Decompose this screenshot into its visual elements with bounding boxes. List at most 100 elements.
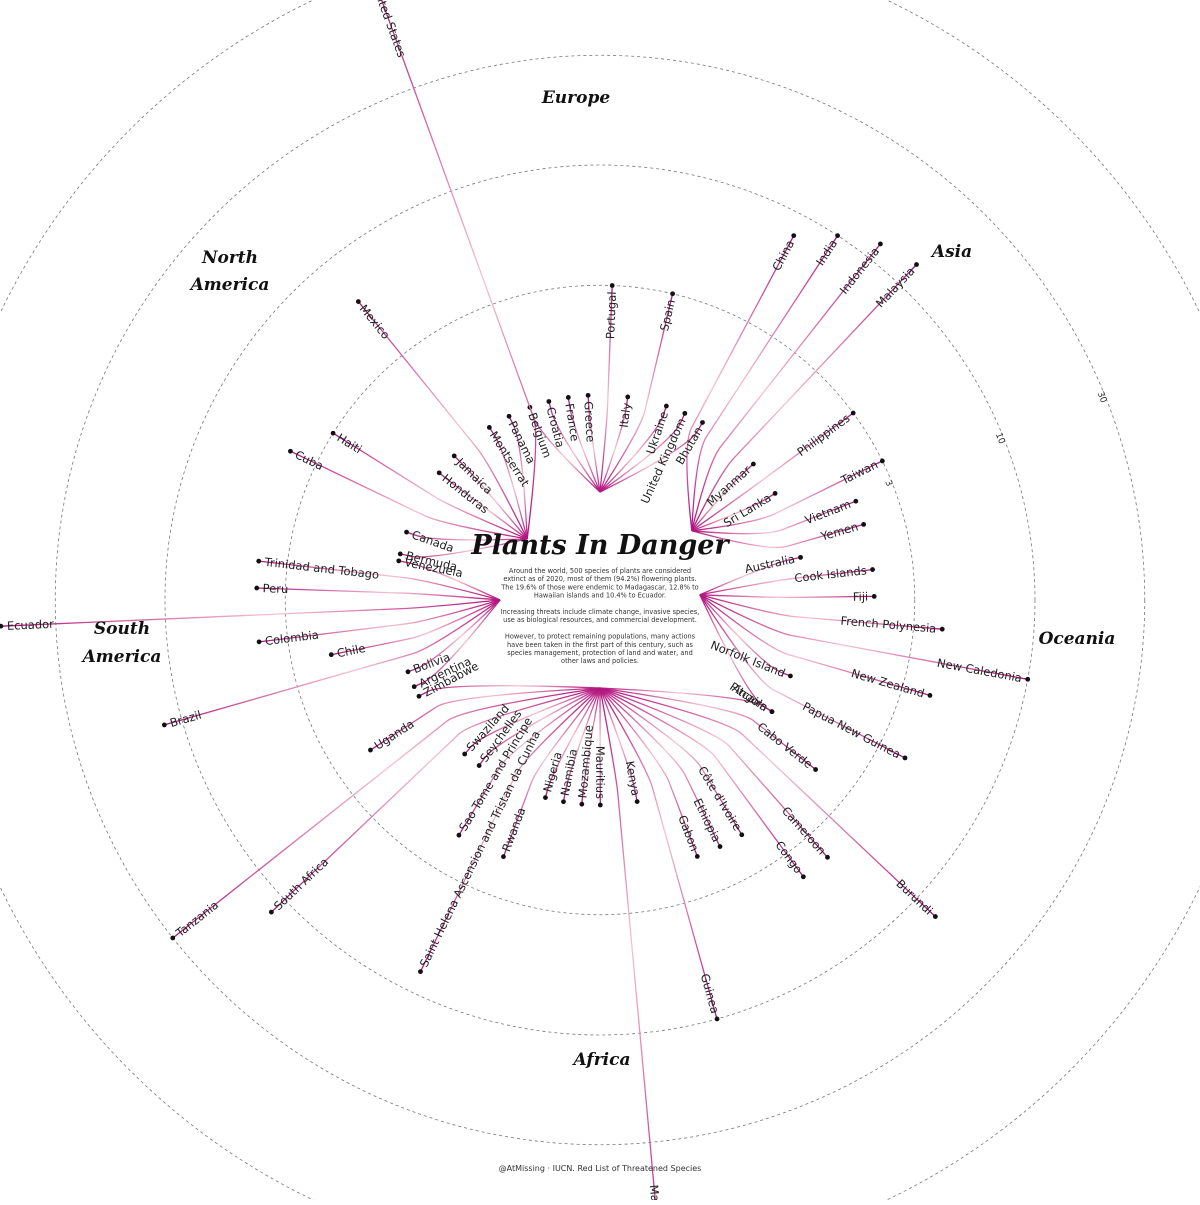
dot-ecuador (0, 624, 3, 629)
label-portugal: Portugal (603, 291, 619, 339)
label-haiti: Haiti (334, 430, 364, 456)
branch-tanzania (173, 688, 600, 938)
dot-namibia (561, 799, 566, 804)
dot-argentina (412, 684, 417, 689)
ring-10 (165, 165, 1035, 1035)
label-angola: Angola (730, 681, 771, 714)
dot-chile (329, 652, 334, 657)
dot-congo (801, 874, 806, 879)
ring-tick-label: 3 (882, 479, 893, 488)
dot-haiti (331, 431, 336, 436)
dot-jamaica (452, 453, 457, 458)
dot-yemen (861, 522, 866, 527)
label-mexico: Mexico (357, 302, 393, 342)
label-madagascar: Madagascar (647, 1184, 667, 1200)
dot-cook-islands (870, 567, 875, 572)
dot-brazil (162, 723, 167, 728)
dot-spain (670, 291, 675, 296)
dot-taiwan (880, 459, 885, 464)
label-yemen: Yemen (818, 519, 859, 543)
dot-mexico (356, 299, 361, 304)
dot-france (566, 395, 571, 400)
continent-oceania: Oceania (1039, 629, 1116, 649)
dot-mozambique (579, 802, 584, 807)
dot-vietnam (853, 499, 858, 504)
dot-honduras (437, 470, 442, 475)
dot-nigeria (543, 795, 548, 800)
dot-new-caledonia (1025, 677, 1030, 682)
label-mauritius: Mauritius (593, 746, 607, 799)
branch-group-north-america (288, 0, 536, 557)
chart-title: Plants In Danger (470, 530, 730, 561)
dot-zimbabwe (417, 694, 422, 699)
dot-ethiopia (718, 844, 723, 849)
label-trinidad-and-tobago: Trinidad and Tobago (263, 555, 380, 582)
continent-africa: Africa (572, 1050, 631, 1070)
label-kenya: Kenya (623, 760, 643, 797)
dot-rwanda (501, 854, 506, 859)
dot-c-te-d-ivoire (739, 832, 744, 837)
dot-united-kingdom (682, 411, 687, 416)
branch-fiji (700, 595, 874, 598)
dot-india (835, 233, 840, 238)
label-uganda: Uganda (372, 717, 417, 753)
label-australia: Australia (743, 552, 796, 576)
ring-3 (285, 285, 914, 914)
label-united-states: United States (369, 0, 409, 59)
label-mozambique: Mozambique (575, 724, 595, 798)
branch-group-south-america (0, 558, 500, 727)
label-cook-islands: Cook Islands (794, 563, 868, 585)
label-norfolk-island: Norfolk Island (709, 638, 788, 680)
dot-saint-helena-ascension-and-tristan-da-cunha (418, 969, 423, 974)
dot-cuba (288, 449, 293, 454)
dot-uganda (368, 748, 373, 753)
dot-myanmar (751, 462, 756, 467)
label-tanzania: Tanzania (172, 898, 221, 941)
label-china: China (769, 238, 797, 274)
branch-south-africa (271, 688, 600, 912)
dot-burundi (933, 914, 938, 919)
continent-south-america-word: South (94, 619, 150, 639)
ring-tick-label: 10 (993, 431, 1007, 446)
dot-ukraine (664, 404, 669, 409)
dot-sao-tome-and-principe (457, 833, 462, 838)
dot-french-polynesia (940, 627, 945, 632)
label-peru: Peru (262, 581, 288, 596)
description-line: Increasing threats include climate chang… (501, 608, 700, 616)
description-line: Around the world, 500 species of plants … (509, 567, 691, 575)
dot-swaziland (462, 752, 467, 757)
dot-malaysia (914, 262, 919, 267)
dot-bhutan (700, 420, 705, 425)
dot-angola (770, 709, 775, 714)
continent-asia: Asia (930, 242, 972, 262)
description-line: The 19.6% of those were endemic to Madag… (500, 583, 698, 591)
label-greece: Greece (581, 401, 597, 443)
label-new-caledonia: New Caledonia (936, 656, 1023, 685)
label-italy: Italy (617, 402, 634, 429)
branch-india (692, 236, 838, 531)
dot-gabon (695, 854, 700, 859)
dot-montserrat (487, 425, 492, 430)
dot-china (791, 233, 796, 238)
description-line: use as biological resources, and commerc… (503, 616, 697, 624)
dot-sri-lanka (773, 491, 778, 496)
label-india: India (813, 237, 840, 268)
label-colombia: Colombia (264, 628, 319, 648)
dot-italy (625, 394, 630, 399)
ring-tick-label: 30 (1095, 390, 1109, 405)
label-malaysia: Malaysia (873, 264, 918, 310)
dot-fiji (872, 594, 877, 599)
ring-30 (55, 55, 1144, 1144)
dot-canada (404, 530, 409, 535)
branch-cuba (290, 451, 527, 539)
continent-europe: Europe (541, 88, 610, 108)
label-french-polynesia: French Polynesia (840, 614, 937, 636)
dot-mauritius (598, 803, 603, 808)
dot-bermuda (398, 551, 403, 556)
dot-kenya (635, 799, 640, 804)
continent-north-america-word: North (201, 248, 258, 268)
